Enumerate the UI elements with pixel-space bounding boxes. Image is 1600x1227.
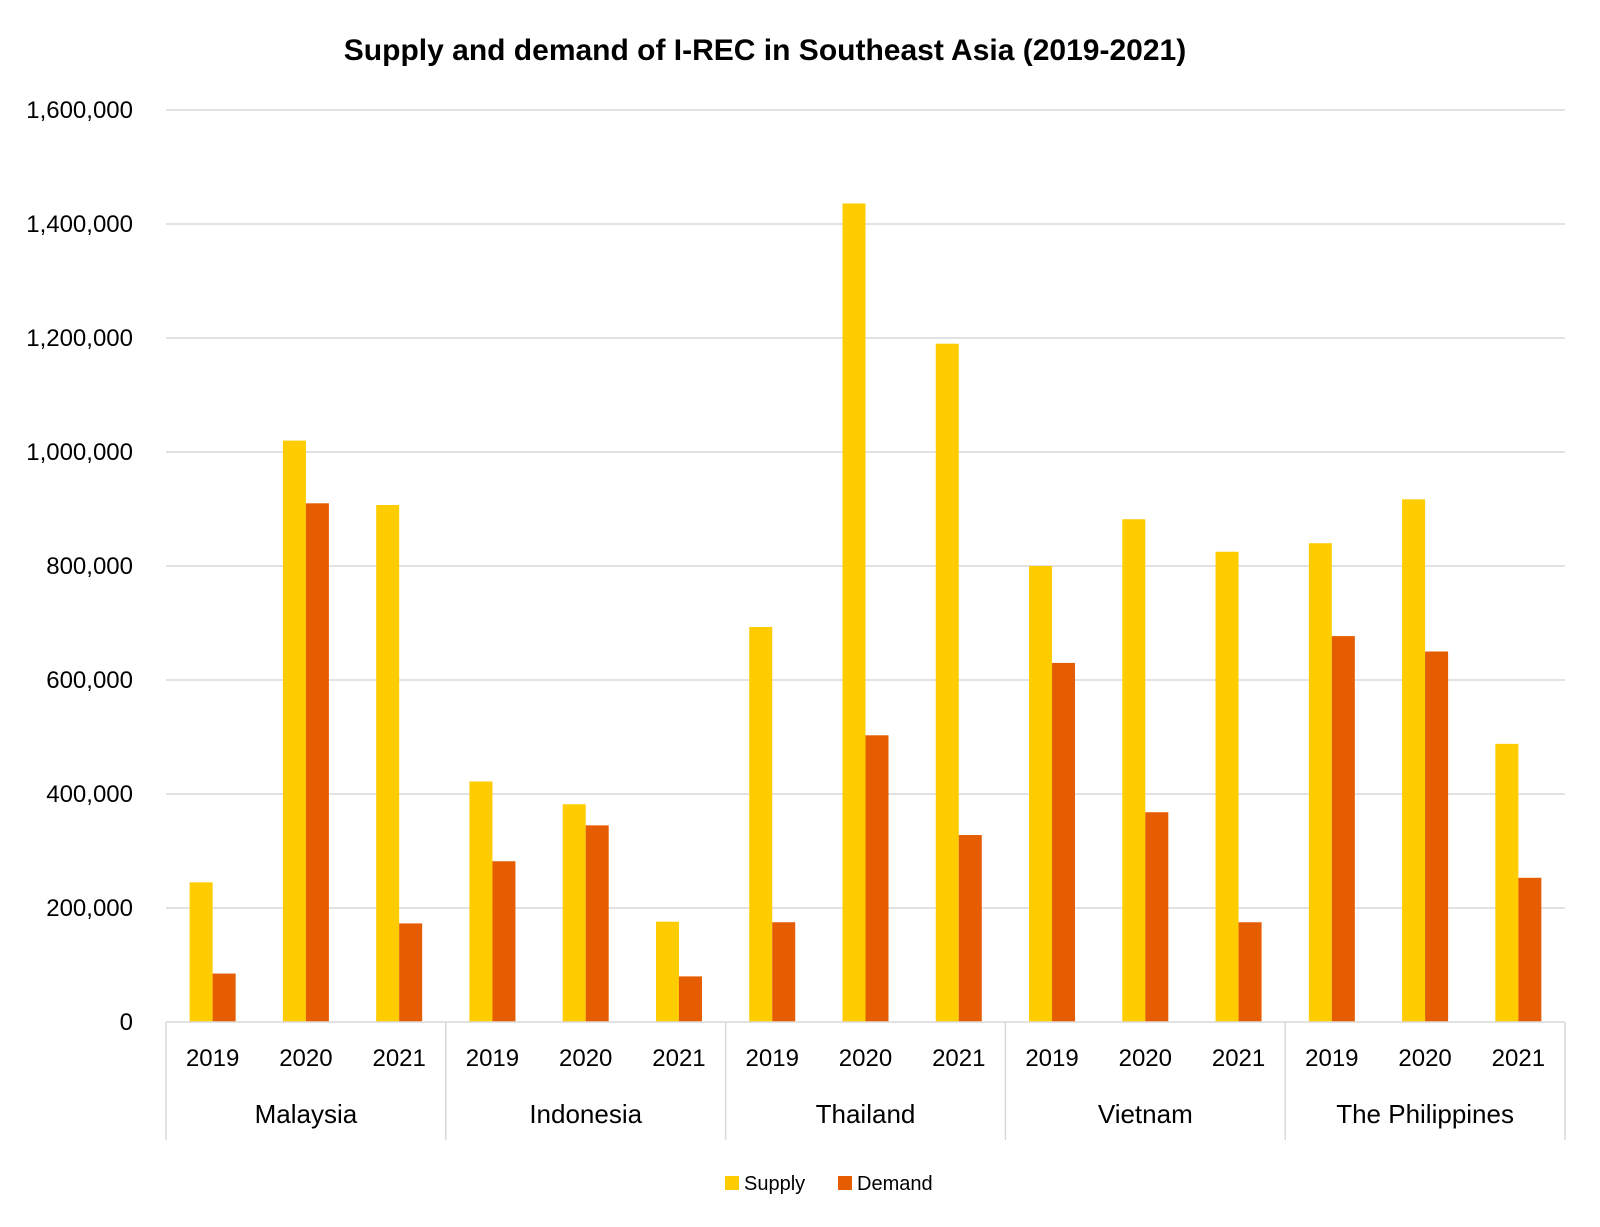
bar-supply bbox=[282, 440, 306, 1023]
legend-swatch-supply bbox=[725, 1176, 739, 1190]
bar-supply bbox=[842, 203, 866, 1023]
bar-demand bbox=[772, 922, 796, 1022]
bar-supply bbox=[562, 804, 586, 1022]
bar-supply bbox=[1215, 551, 1239, 1022]
group-label: Indonesia bbox=[529, 1099, 642, 1129]
y-tick-label: 0 bbox=[120, 1009, 133, 1036]
bar-demand bbox=[1518, 877, 1542, 1022]
x-tick-label: 2020 bbox=[559, 1045, 612, 1072]
bar-demand bbox=[1052, 662, 1076, 1022]
legend-label-supply: Supply bbox=[744, 1173, 805, 1195]
bar-supply bbox=[376, 505, 400, 1022]
bar-supply bbox=[1495, 743, 1519, 1022]
bar-demand bbox=[1331, 636, 1355, 1022]
bar-demand bbox=[958, 835, 982, 1022]
legend-swatch-demand bbox=[838, 1176, 852, 1190]
bar-supply bbox=[1029, 566, 1053, 1022]
bar-demand bbox=[492, 861, 516, 1022]
y-tick-label: 1,200,000 bbox=[26, 325, 133, 352]
y-axis-ticks: 0 200,000 400,000 600,000 800,000 1,000,000 1,… bbox=[26, 97, 133, 1036]
y-tick-label: 1,000,000 bbox=[26, 439, 133, 466]
bar-supply bbox=[749, 626, 773, 1022]
legend-label-demand: Demand bbox=[857, 1173, 933, 1195]
x-tick-label: 2019 bbox=[1025, 1045, 1078, 1072]
bar-demand bbox=[585, 825, 609, 1022]
bar-supply bbox=[1308, 543, 1332, 1022]
y-tick-label: 200,000 bbox=[46, 895, 133, 922]
bar-supply bbox=[1122, 519, 1146, 1022]
x-tick-label: 2019 bbox=[746, 1045, 799, 1072]
x-tick-label: 2021 bbox=[1212, 1045, 1265, 1072]
bar-demand bbox=[212, 973, 236, 1022]
bar-supply bbox=[935, 343, 959, 1022]
group-label: The Philippines bbox=[1336, 1099, 1514, 1129]
y-tick-label: 600,000 bbox=[46, 667, 133, 694]
bar-supply bbox=[189, 882, 213, 1022]
legend: Supply Demand bbox=[725, 1173, 933, 1195]
x-tick-label: 2020 bbox=[279, 1045, 332, 1072]
bar-demand bbox=[1145, 812, 1169, 1022]
x-tick-label: 2021 bbox=[652, 1045, 705, 1072]
x-tick-label: 2019 bbox=[466, 1045, 519, 1072]
bar-demand bbox=[305, 503, 329, 1022]
x-tick-label: 2020 bbox=[1398, 1045, 1451, 1072]
bar-supply bbox=[1402, 499, 1426, 1022]
group-label: Vietnam bbox=[1098, 1099, 1193, 1129]
x-tick-label: 2020 bbox=[1119, 1045, 1172, 1072]
bar-demand bbox=[1238, 922, 1262, 1022]
x-tick-label: 2019 bbox=[186, 1045, 239, 1072]
bar-demand bbox=[399, 923, 423, 1022]
x-axis: 2019 2020 2021 Malaysia 2019 2020 2021 Indonesi… bbox=[165, 1021, 1566, 1140]
bar-demand bbox=[1425, 651, 1449, 1022]
bars bbox=[189, 203, 1542, 1023]
bar-supply bbox=[655, 921, 679, 1022]
bar-demand bbox=[865, 735, 889, 1022]
bar-demand bbox=[678, 976, 702, 1022]
group-label: Thailand bbox=[816, 1099, 916, 1129]
x-tick-label: 2021 bbox=[932, 1045, 985, 1072]
x-tick-label: 2021 bbox=[1492, 1045, 1545, 1072]
y-tick-label: 800,000 bbox=[46, 553, 133, 580]
chart-title: Supply and demand of I-REC in Southeast … bbox=[344, 34, 1186, 67]
bar-supply bbox=[469, 781, 493, 1022]
y-tick-label: 400,000 bbox=[46, 781, 133, 808]
x-tick-label: 2019 bbox=[1305, 1045, 1358, 1072]
x-tick-label: 2021 bbox=[372, 1045, 425, 1072]
x-tick-label: 2020 bbox=[839, 1045, 892, 1072]
group-label: Malaysia bbox=[255, 1099, 358, 1129]
y-tick-label: 1,400,000 bbox=[26, 211, 133, 238]
y-tick-label: 1,600,000 bbox=[26, 97, 133, 124]
